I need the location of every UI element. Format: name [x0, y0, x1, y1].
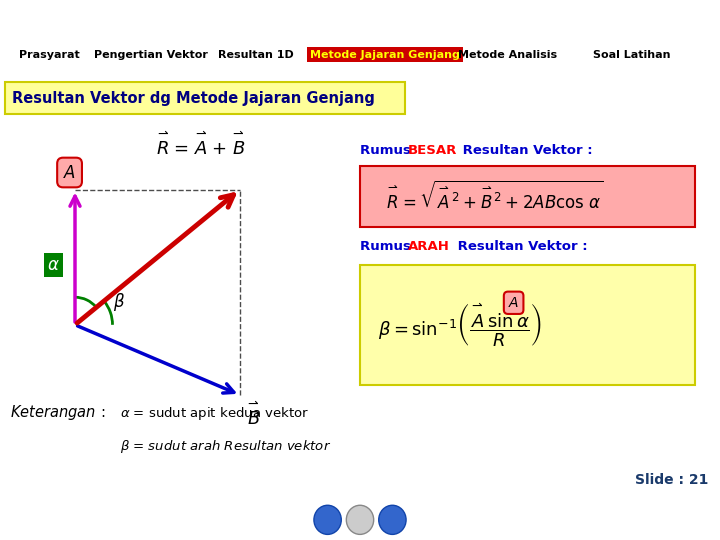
- Text: $\overset{\rightharpoonup}{R}=\overset{\rightharpoonup}{A}+\overset{\rightharpoo: $\overset{\rightharpoonup}{R}=\overset{\…: [155, 131, 246, 158]
- Text: www.physicslive.wordpress.com: www.physicslive.wordpress.com: [14, 515, 194, 525]
- Text: Pengertian Vektor: Pengertian Vektor: [94, 50, 208, 59]
- Text: $\overset{\rightharpoonup}{R}=\sqrt{\overset{\rightharpoonup}{A}^{2}+\overset{\r: $\overset{\rightharpoonup}{R}=\sqrt{\ove…: [385, 180, 604, 213]
- Text: © Febri Masda - 2013: © Febri Masda - 2013: [577, 515, 698, 525]
- Text: BESARAN VEKTOR: BESARAN VEKTOR: [254, 9, 466, 29]
- Text: $\beta$: $\beta$: [113, 291, 125, 313]
- Text: Resultan Vektor :: Resultan Vektor :: [453, 240, 588, 253]
- Text: Metode Jajaran Genjang: Metode Jajaran Genjang: [310, 50, 460, 59]
- Text: $\alpha$ = sudut apit kedua vektor: $\alpha$ = sudut apit kedua vektor: [120, 405, 309, 422]
- Text: $Keterangan\,:$: $Keterangan\,:$: [10, 403, 106, 422]
- Text: Resultan 1D: Resultan 1D: [217, 50, 294, 59]
- Ellipse shape: [379, 505, 406, 535]
- Text: Resultan Vektor dg Metode Jajaran Genjang: Resultan Vektor dg Metode Jajaran Genjan…: [12, 91, 375, 106]
- Text: Resultan Vektor :: Resultan Vektor :: [458, 145, 593, 158]
- Text: $\overset{\rightharpoonup}{B}$: $\overset{\rightharpoonup}{B}$: [245, 401, 260, 429]
- Text: Rumus: Rumus: [360, 240, 415, 253]
- FancyBboxPatch shape: [360, 166, 695, 227]
- Ellipse shape: [314, 505, 341, 535]
- Text: $\alpha$: $\alpha$: [47, 256, 60, 274]
- Ellipse shape: [346, 505, 374, 535]
- Text: Rumus: Rumus: [360, 145, 415, 158]
- FancyBboxPatch shape: [360, 265, 695, 385]
- FancyBboxPatch shape: [5, 82, 405, 114]
- Text: Prasyarat: Prasyarat: [19, 50, 79, 59]
- Text: $\beta$ = sudut arah Resultan vektor: $\beta$ = sudut arah Resultan vektor: [120, 438, 331, 455]
- Text: ARAH: ARAH: [408, 240, 450, 253]
- Text: Soal Latihan: Soal Latihan: [593, 50, 671, 59]
- Text: Slide : 21: Slide : 21: [634, 473, 708, 487]
- Text: Metode Analisis: Metode Analisis: [458, 50, 557, 59]
- Text: $\beta = \sin^{-1}\!\left(\dfrac{\overset{\rightharpoonup}{A}\,\sin\alpha}{R}\ri: $\beta = \sin^{-1}\!\left(\dfrac{\overse…: [378, 301, 541, 348]
- Text: BESAR: BESAR: [408, 145, 457, 158]
- Text: $A$: $A$: [63, 164, 76, 181]
- Text: $A$: $A$: [508, 296, 519, 310]
